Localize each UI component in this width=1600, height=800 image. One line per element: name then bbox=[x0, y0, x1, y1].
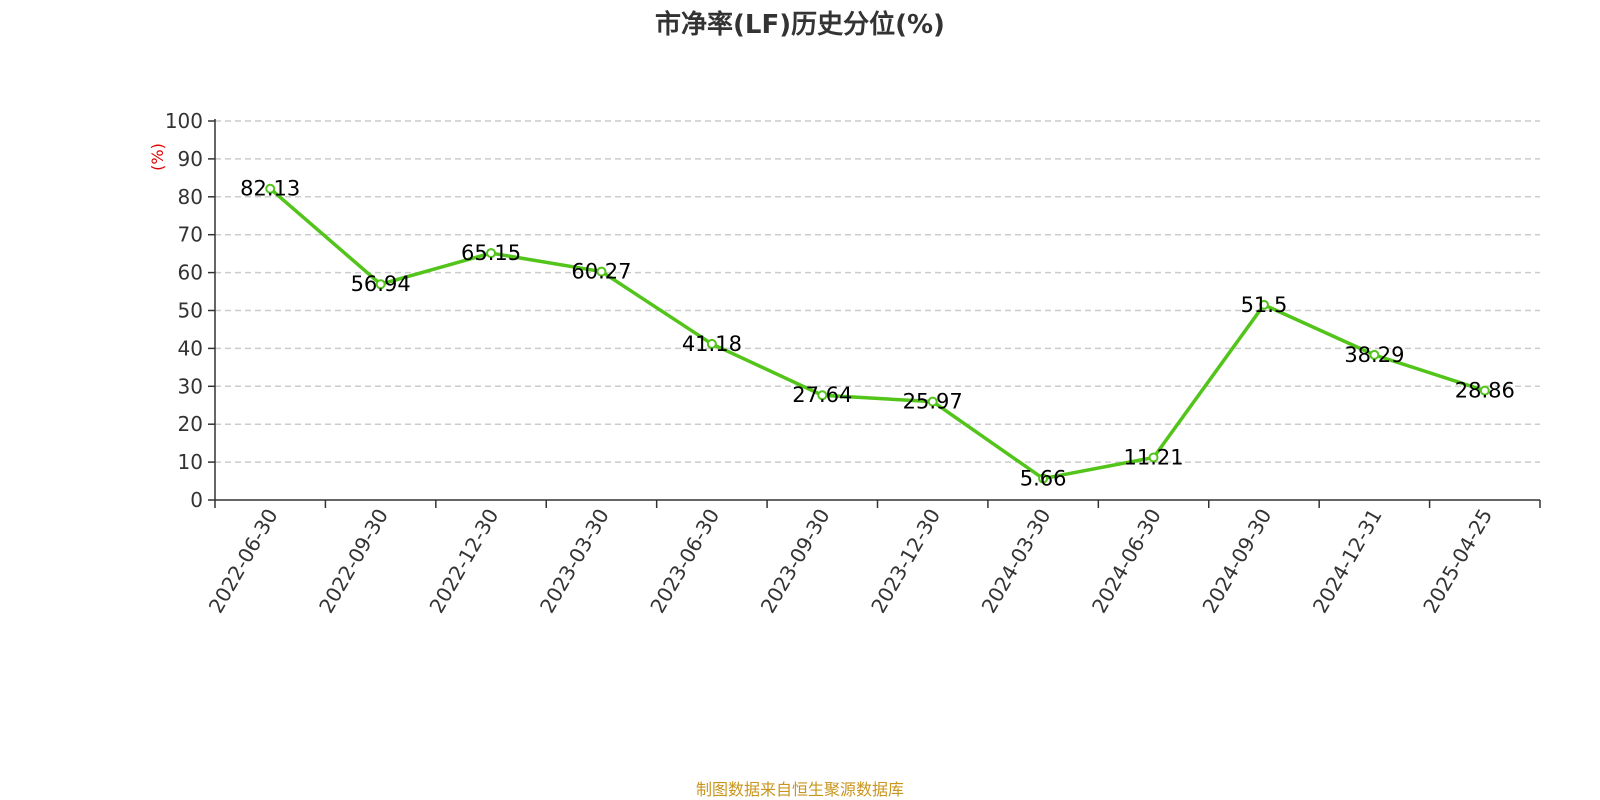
y-tick-label: 100 bbox=[165, 109, 203, 133]
x-tick-label: 2023-06-30 bbox=[645, 505, 724, 618]
x-tick-label: 2024-03-30 bbox=[977, 505, 1056, 618]
data-point bbox=[817, 390, 828, 401]
series-line bbox=[269, 187, 1486, 481]
y-tick-label: 90 bbox=[178, 147, 203, 171]
data-label: 65.15 bbox=[461, 241, 521, 265]
data-label: 25.97 bbox=[903, 390, 963, 414]
y-tick-label: 60 bbox=[178, 261, 203, 285]
chart-title: 市净率(LF)历史分位(%) bbox=[655, 10, 945, 40]
x-tick-label: 2024-09-30 bbox=[1197, 505, 1276, 618]
x-tick-label: 2025-04-25 bbox=[1418, 505, 1497, 618]
y-tick-label: 50 bbox=[178, 299, 203, 323]
data-label: 28.86 bbox=[1455, 379, 1515, 403]
data-label: 56.94 bbox=[351, 272, 411, 296]
data-label: 11.21 bbox=[1123, 446, 1183, 470]
data-point bbox=[1038, 473, 1049, 484]
x-tick-label: 2023-09-30 bbox=[756, 505, 835, 618]
y-tick-label: 10 bbox=[178, 450, 203, 474]
axes bbox=[214, 119, 1540, 501]
data-point bbox=[927, 396, 938, 407]
x-tick-label: 2023-03-30 bbox=[535, 505, 614, 618]
y-axis-unit: (%) bbox=[148, 143, 167, 171]
data-point bbox=[1148, 452, 1159, 463]
data-source-note: 制图数据来自恒生聚源数据库 bbox=[695, 780, 904, 799]
x-tick-label: 2024-12-31 bbox=[1308, 505, 1387, 618]
x-tick-label: 2022-12-30 bbox=[424, 504, 503, 617]
y-tick-label: 0 bbox=[190, 488, 203, 512]
data-label: 60.27 bbox=[571, 260, 631, 284]
data-label: 38.29 bbox=[1344, 343, 1404, 367]
data-point bbox=[596, 266, 607, 277]
data-label: 27.64 bbox=[792, 383, 852, 407]
data-point bbox=[265, 183, 276, 194]
data-label: 82.13 bbox=[240, 177, 300, 201]
data-point bbox=[375, 279, 386, 290]
data-label: 41.18 bbox=[682, 332, 742, 356]
x-tick-label: 2022-09-30 bbox=[314, 505, 393, 618]
x-tick-label: 2023-12-30 bbox=[866, 504, 945, 617]
data-point bbox=[706, 338, 717, 349]
y-tick-label: 20 bbox=[178, 412, 203, 436]
data-label: 51.5 bbox=[1241, 293, 1288, 317]
x-tick-label: 2022-06-30 bbox=[204, 505, 283, 618]
data-point bbox=[1479, 385, 1490, 396]
y-tick-label: 70 bbox=[178, 223, 203, 247]
y-axis-ticks: 0 10 20 30 40 50 60 70 80 90 100 bbox=[165, 109, 215, 512]
grid-lines bbox=[215, 120, 1540, 463]
y-tick-label: 80 bbox=[178, 185, 203, 209]
data-point bbox=[1369, 349, 1380, 360]
y-tick-label: 40 bbox=[178, 336, 203, 360]
data-label: 5.66 bbox=[1020, 467, 1067, 491]
y-tick-label: 30 bbox=[178, 374, 203, 398]
x-axis-ticks: 2022-06-30 2022-09-30 2022-12-30 2023-03-30… bbox=[204, 500, 1541, 618]
series bbox=[265, 183, 1490, 484]
data-labels: 82.13 56.94 65.15 60.27 41.18 27.64 25.97 5.66 1… bbox=[240, 177, 1515, 491]
x-tick-label: 2024-06-30 bbox=[1087, 505, 1166, 618]
data-point bbox=[1258, 299, 1269, 310]
data-point bbox=[486, 248, 497, 259]
